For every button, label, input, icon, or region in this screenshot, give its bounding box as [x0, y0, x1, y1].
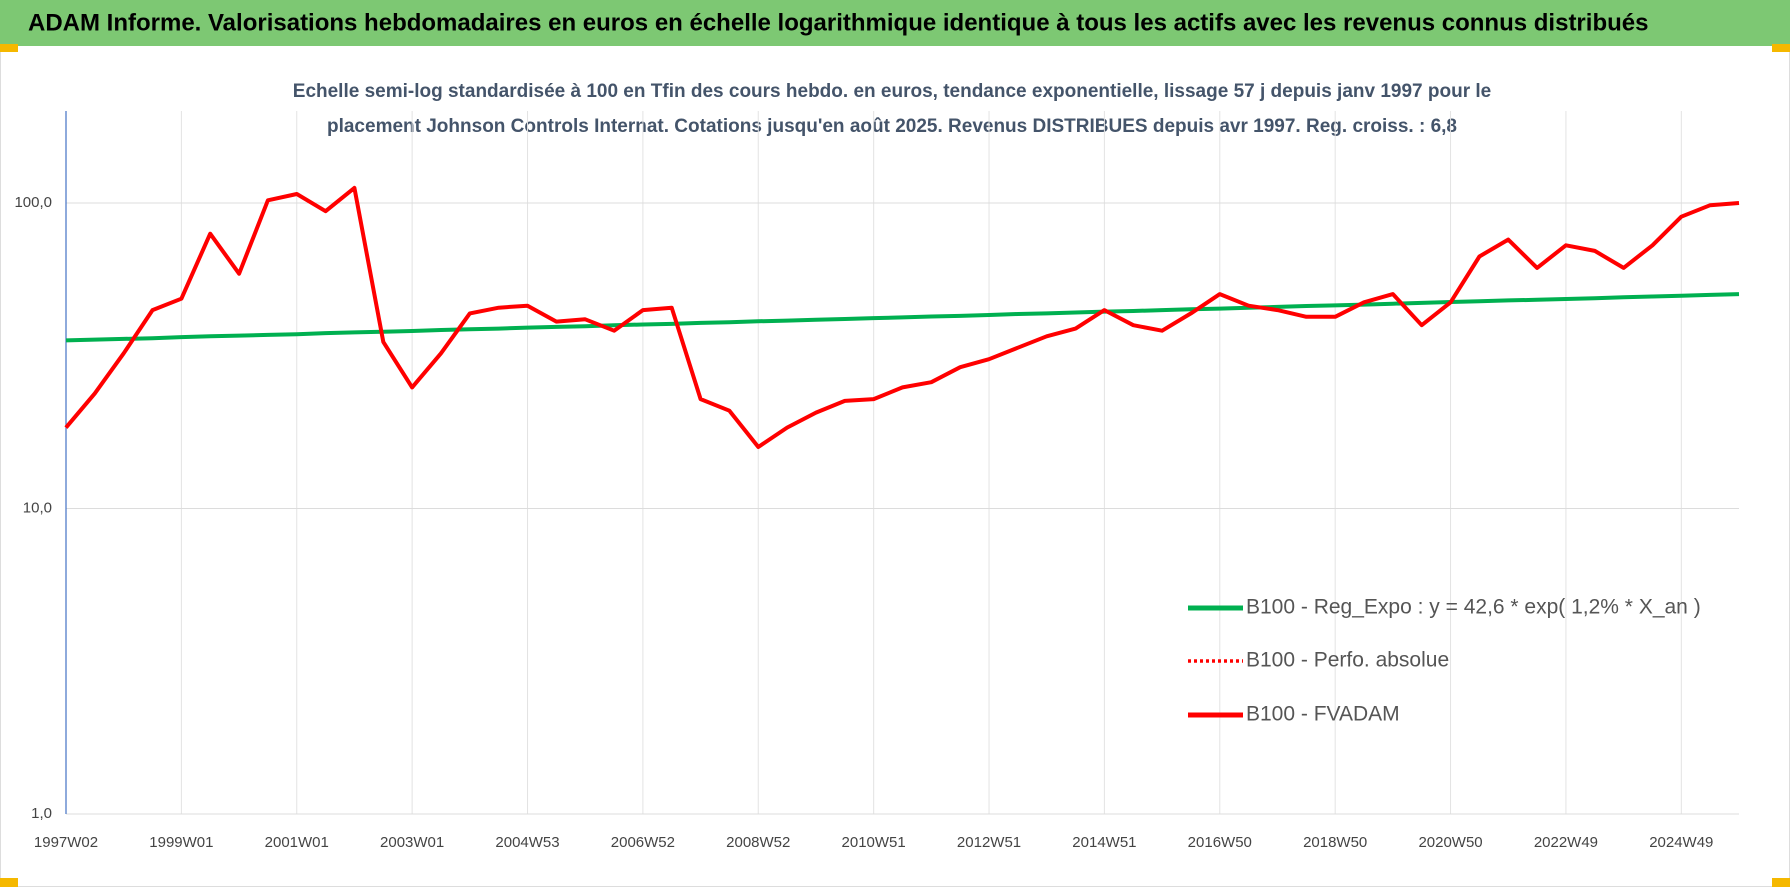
- chart-subtitle: placement Johnson Controls Internat. Cot…: [327, 116, 1457, 137]
- x-tick-label: 2008W52: [726, 834, 790, 851]
- series-line: [64, 185, 1740, 449]
- y-tick-label: 10,0: [23, 499, 52, 516]
- header-title: ADAM Informe. Valorisations hebdomadaire…: [28, 9, 1648, 36]
- x-tick-label: 2012W51: [957, 834, 1021, 851]
- x-tick-label: 2001W01: [265, 834, 329, 851]
- x-tick-label: 2003W01: [380, 834, 444, 851]
- x-tick-label: 2014W51: [1072, 834, 1136, 851]
- corner: [1772, 44, 1790, 52]
- x-tick-label: 2010W51: [842, 834, 906, 851]
- header-bar: [0, 0, 1790, 46]
- x-tick-label: 2016W50: [1188, 834, 1252, 851]
- x-tick-label: 2020W50: [1418, 834, 1482, 851]
- y-tick-label: 1,0: [31, 805, 52, 822]
- x-tick-label: 1999W01: [149, 834, 213, 851]
- legend-label: B100 - FVADAM: [1246, 703, 1400, 726]
- y-tick-label: 100,0: [14, 194, 52, 211]
- legend-label: B100 - Perfo. absolue: [1246, 649, 1449, 672]
- x-tick-label: 2022W49: [1534, 834, 1598, 851]
- chart-subtitle: Echelle semi-log standardisée à 100 en T…: [293, 81, 1491, 102]
- x-tick-label: 2024W49: [1649, 834, 1713, 851]
- corner: [0, 878, 18, 887]
- x-tick-label: 2004W53: [495, 834, 559, 851]
- x-tick-label: 2018W50: [1303, 834, 1367, 851]
- series-line: [65, 292, 1740, 343]
- x-tick-label: 2006W52: [611, 834, 675, 851]
- corner: [0, 44, 18, 52]
- x-tick-label: 1997W02: [34, 834, 98, 851]
- corner: [1772, 878, 1790, 887]
- legend-label: B100 - Reg_Expo : y = 42,6 * exp( 1,2% *…: [1246, 596, 1701, 619]
